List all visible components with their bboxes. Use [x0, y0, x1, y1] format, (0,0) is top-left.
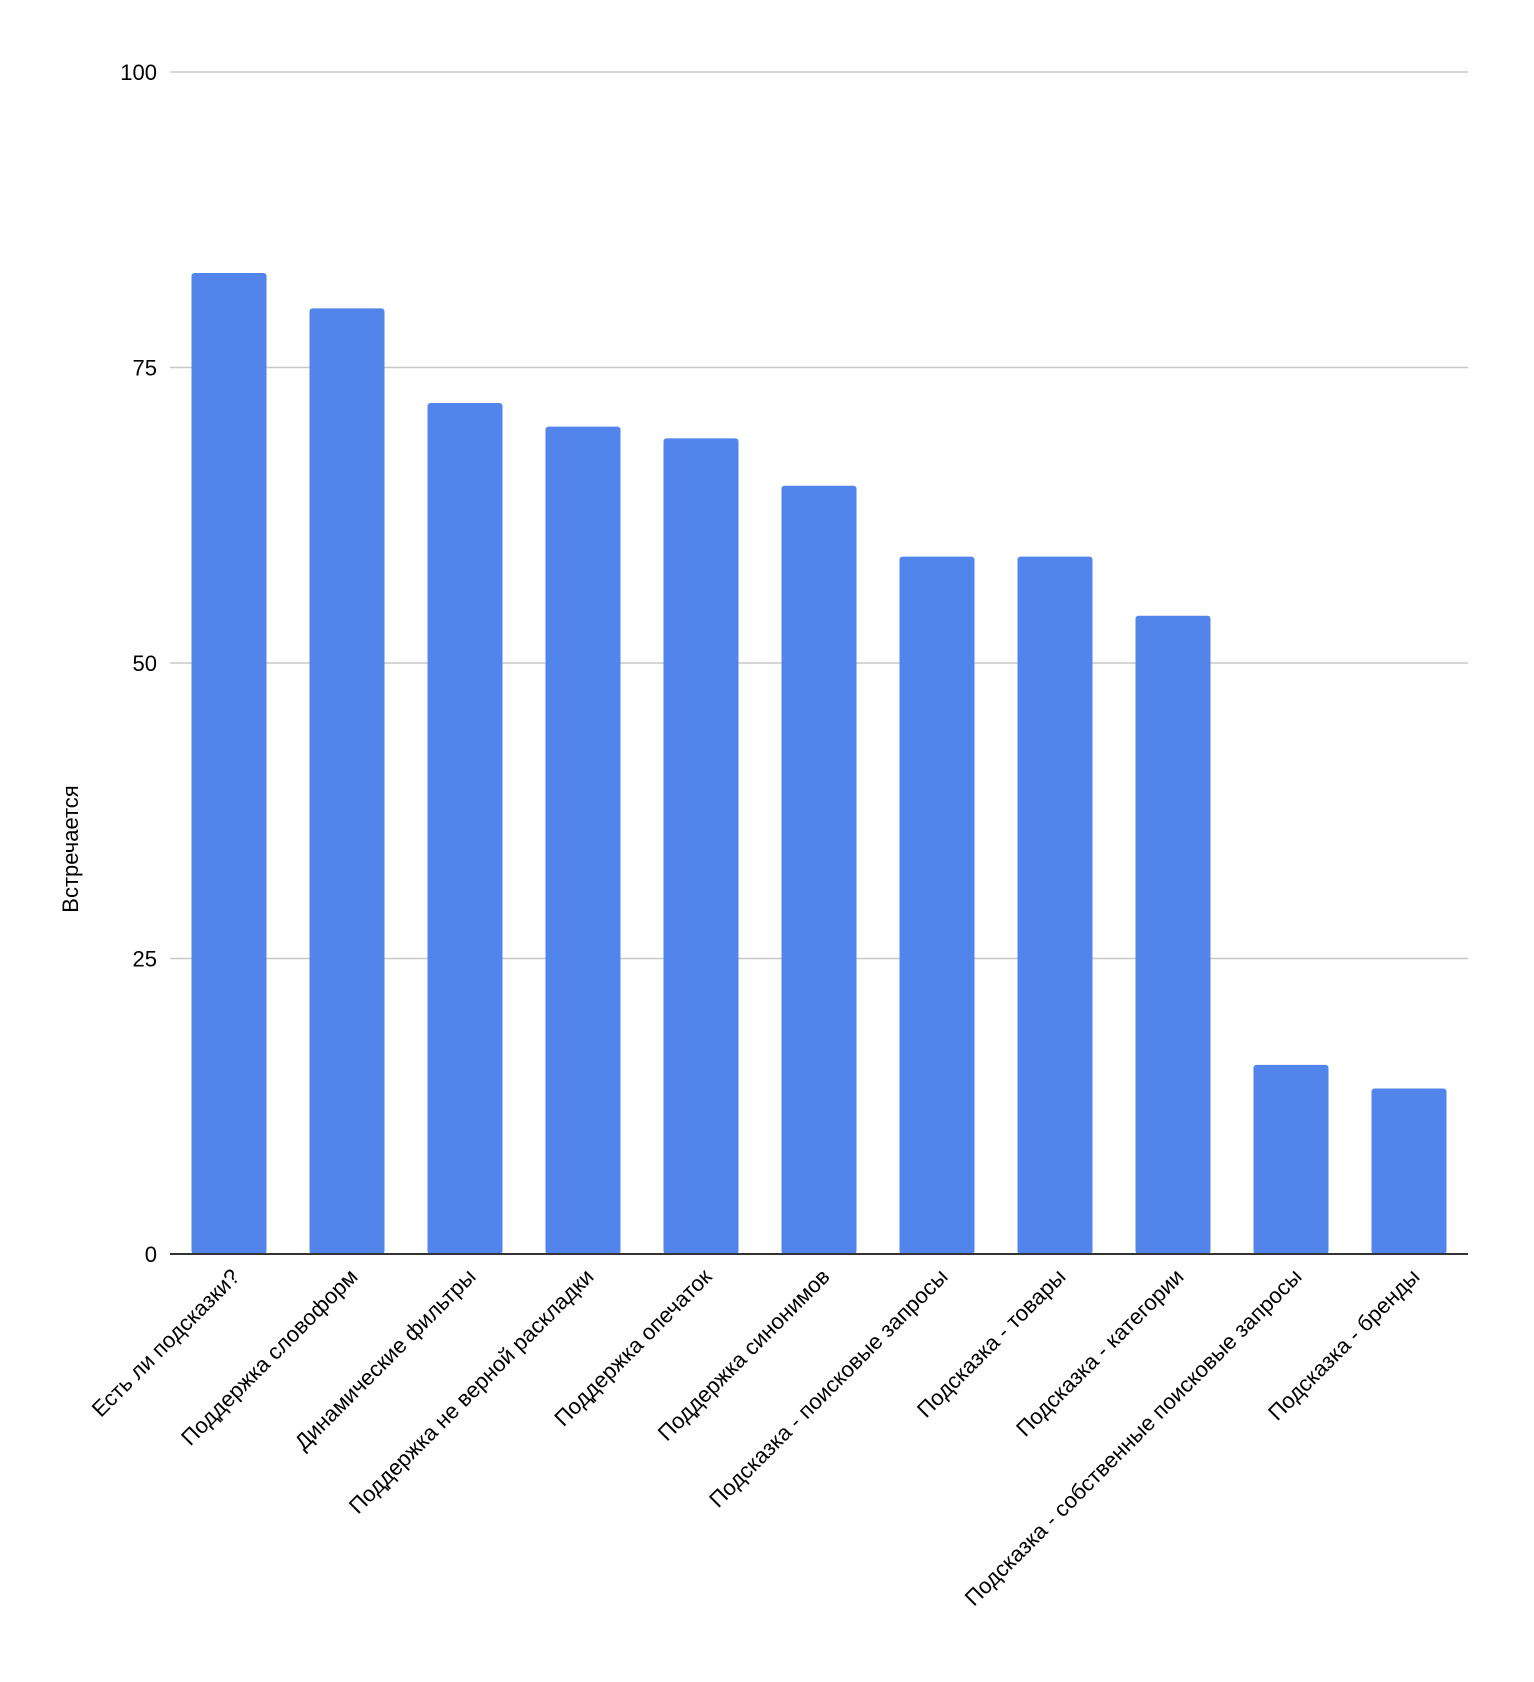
x-category-label: Поддержка не верной раскладки: [344, 1264, 599, 1519]
bar: [1017, 556, 1093, 1254]
y-tick-label: 50: [133, 651, 157, 676]
bar: [1371, 1088, 1447, 1254]
bar: [191, 272, 267, 1254]
bar: [1253, 1064, 1329, 1254]
y-tick-label: 0: [145, 1242, 157, 1267]
bar: [663, 438, 739, 1254]
bars: [191, 272, 1447, 1255]
y-tick-label: 100: [120, 60, 157, 85]
x-category-label: Подсказка - поисковые запросы: [704, 1264, 952, 1512]
bar: [309, 308, 385, 1254]
bar: [427, 402, 503, 1255]
y-tick-label: 25: [133, 947, 157, 972]
y-axis-ticks: 0 25 50 75 100: [120, 60, 157, 1267]
bar: [1135, 615, 1211, 1254]
bar: [781, 485, 857, 1254]
bar: [899, 556, 975, 1254]
y-tick-label: 75: [133, 356, 157, 381]
y-axis-title: Встречается: [58, 785, 83, 912]
x-axis-labels: Есть ли подсказки?Поддержка словоформДин…: [87, 1264, 1425, 1611]
bar: [545, 426, 621, 1255]
